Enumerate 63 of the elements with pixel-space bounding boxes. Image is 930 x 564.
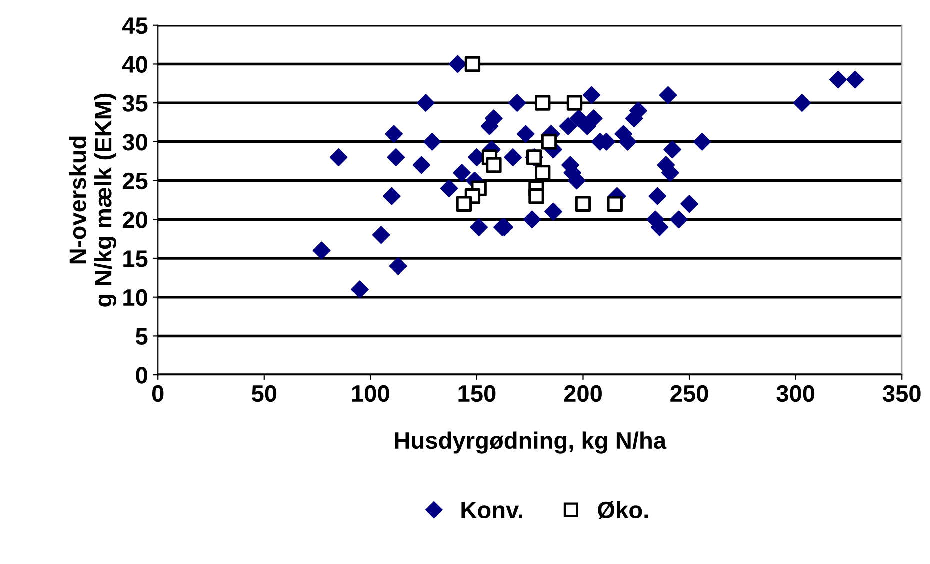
point [470, 218, 488, 236]
point [330, 148, 348, 166]
point [528, 188, 544, 204]
point [387, 148, 406, 166]
point [693, 133, 712, 151]
point [607, 196, 623, 212]
point [412, 156, 431, 174]
point [544, 202, 562, 221]
point [680, 195, 698, 214]
point [648, 187, 667, 206]
point [829, 70, 848, 89]
point [312, 242, 331, 260]
point [423, 133, 442, 151]
x-tick-label: 100 [352, 385, 390, 402]
x-axis-title: Husdyrgødning, kg N/ha [395, 432, 667, 454]
y-tick-label: 15 [124, 250, 148, 268]
y-tick-label: 40 [122, 56, 148, 74]
x-tick-label: 250 [670, 385, 708, 402]
legend-label: Øko. [598, 501, 648, 520]
point [523, 210, 542, 229]
x-tick-label: 50 [252, 385, 277, 402]
point [385, 125, 403, 144]
point [504, 148, 522, 166]
point [575, 196, 592, 212]
point [566, 95, 583, 111]
y-axis-title: N-overskud g N/kg mælk (EKM) [69, 94, 117, 307]
y-tick-label: 5 [136, 328, 148, 345]
point [440, 180, 458, 198]
point [535, 95, 551, 111]
point [508, 94, 526, 112]
x-tick-label: 200 [564, 385, 602, 402]
point [659, 86, 678, 104]
x-tick-label: 350 [882, 385, 921, 402]
point [383, 187, 401, 206]
y-tick-label: 30 [122, 134, 148, 151]
y-tick-label: 10 [124, 289, 148, 306]
x-tick-label: 0 [152, 385, 164, 402]
point [464, 56, 481, 72]
point [582, 86, 601, 104]
x-tick-label: 150 [458, 385, 496, 402]
point [456, 196, 472, 212]
y-tick-label: 45 [122, 18, 148, 34]
point [351, 280, 369, 298]
point [448, 55, 467, 74]
point [559, 117, 578, 136]
point [670, 210, 688, 229]
point [516, 125, 535, 144]
point [793, 94, 812, 112]
point [389, 257, 408, 276]
y-tick-label: 25 [122, 172, 148, 190]
y-tick-label: 20 [122, 212, 148, 228]
y-tick-label: 0 [136, 367, 148, 384]
point [417, 94, 435, 112]
point [846, 70, 864, 89]
point [453, 164, 471, 182]
legend-label: Konv. [462, 502, 522, 519]
y-tick-label: 35 [122, 95, 148, 112]
point [664, 140, 682, 159]
point [372, 226, 390, 244]
point [541, 134, 558, 150]
x-tick-label: 300 [776, 385, 815, 402]
point [584, 110, 603, 128]
point [486, 157, 502, 174]
